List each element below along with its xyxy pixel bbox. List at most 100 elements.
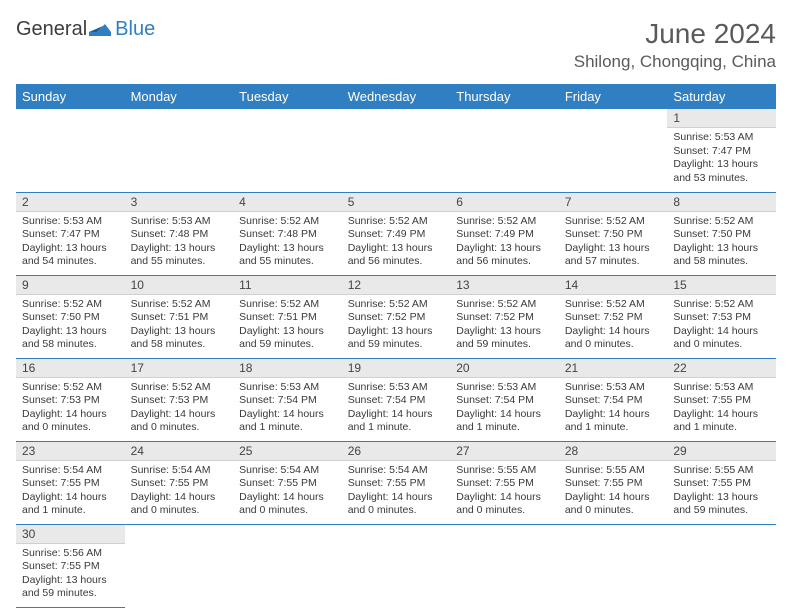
calendar-row: 23Sunrise: 5:54 AMSunset: 7:55 PMDayligh… — [16, 441, 776, 524]
day-details: Sunrise: 5:53 AMSunset: 7:54 PMDaylight:… — [450, 378, 559, 440]
day-number: 14 — [559, 276, 668, 295]
day-number: 13 — [450, 276, 559, 295]
calendar-cell: 8Sunrise: 5:52 AMSunset: 7:50 PMDaylight… — [667, 192, 776, 275]
calendar-cell: 7Sunrise: 5:52 AMSunset: 7:50 PMDaylight… — [559, 192, 668, 275]
calendar-cell: 2Sunrise: 5:53 AMSunset: 7:47 PMDaylight… — [16, 192, 125, 275]
day-details: Sunrise: 5:52 AMSunset: 7:53 PMDaylight:… — [667, 295, 776, 357]
header: General Blue June 2024 Shilong, Chongqin… — [16, 18, 776, 72]
day-details: Sunrise: 5:53 AMSunset: 7:55 PMDaylight:… — [667, 378, 776, 440]
calendar-table: Sunday Monday Tuesday Wednesday Thursday… — [16, 84, 776, 608]
day-number: 6 — [450, 193, 559, 212]
day-details: Sunrise: 5:53 AMSunset: 7:47 PMDaylight:… — [667, 128, 776, 190]
weekday-header: Friday — [559, 84, 668, 109]
logo-word1: General — [16, 18, 87, 41]
flag-icon — [89, 18, 111, 41]
day-details: Sunrise: 5:52 AMSunset: 7:52 PMDaylight:… — [450, 295, 559, 357]
calendar-cell: 9Sunrise: 5:52 AMSunset: 7:50 PMDaylight… — [16, 275, 125, 358]
day-number: 29 — [667, 442, 776, 461]
day-details: Sunrise: 5:53 AMSunset: 7:54 PMDaylight:… — [342, 378, 451, 440]
day-number: 20 — [450, 359, 559, 378]
day-number: 19 — [342, 359, 451, 378]
calendar-cell: 16Sunrise: 5:52 AMSunset: 7:53 PMDayligh… — [16, 358, 125, 441]
day-number: 18 — [233, 359, 342, 378]
calendar-cell-empty — [559, 109, 668, 192]
calendar-cell: 14Sunrise: 5:52 AMSunset: 7:52 PMDayligh… — [559, 275, 668, 358]
day-details: Sunrise: 5:55 AMSunset: 7:55 PMDaylight:… — [667, 461, 776, 523]
calendar-cell: 28Sunrise: 5:55 AMSunset: 7:55 PMDayligh… — [559, 441, 668, 524]
calendar-cell: 6Sunrise: 5:52 AMSunset: 7:49 PMDaylight… — [450, 192, 559, 275]
day-details: Sunrise: 5:55 AMSunset: 7:55 PMDaylight:… — [559, 461, 668, 523]
day-details: Sunrise: 5:55 AMSunset: 7:55 PMDaylight:… — [450, 461, 559, 523]
weekday-header: Saturday — [667, 84, 776, 109]
calendar-cell-empty — [16, 109, 125, 192]
day-details: Sunrise: 5:52 AMSunset: 7:52 PMDaylight:… — [559, 295, 668, 357]
location: Shilong, Chongqing, China — [574, 52, 776, 72]
day-number: 23 — [16, 442, 125, 461]
day-number: 7 — [559, 193, 668, 212]
day-details: Sunrise: 5:54 AMSunset: 7:55 PMDaylight:… — [16, 461, 125, 523]
day-number: 17 — [125, 359, 234, 378]
calendar-cell: 23Sunrise: 5:54 AMSunset: 7:55 PMDayligh… — [16, 441, 125, 524]
day-number: 2 — [16, 193, 125, 212]
day-details: Sunrise: 5:52 AMSunset: 7:53 PMDaylight:… — [16, 378, 125, 440]
day-number: 11 — [233, 276, 342, 295]
day-number: 8 — [667, 193, 776, 212]
day-details: Sunrise: 5:53 AMSunset: 7:54 PMDaylight:… — [233, 378, 342, 440]
day-details: Sunrise: 5:52 AMSunset: 7:51 PMDaylight:… — [125, 295, 234, 357]
calendar-cell: 1Sunrise: 5:53 AMSunset: 7:47 PMDaylight… — [667, 109, 776, 192]
calendar-cell-empty — [450, 524, 559, 607]
calendar-cell: 10Sunrise: 5:52 AMSunset: 7:51 PMDayligh… — [125, 275, 234, 358]
calendar-cell: 5Sunrise: 5:52 AMSunset: 7:49 PMDaylight… — [342, 192, 451, 275]
day-number: 22 — [667, 359, 776, 378]
calendar-row: 1Sunrise: 5:53 AMSunset: 7:47 PMDaylight… — [16, 109, 776, 192]
calendar-cell: 27Sunrise: 5:55 AMSunset: 7:55 PMDayligh… — [450, 441, 559, 524]
calendar-cell: 13Sunrise: 5:52 AMSunset: 7:52 PMDayligh… — [450, 275, 559, 358]
calendar-cell-empty — [233, 109, 342, 192]
calendar-cell-empty — [233, 524, 342, 607]
calendar-cell: 25Sunrise: 5:54 AMSunset: 7:55 PMDayligh… — [233, 441, 342, 524]
day-number: 12 — [342, 276, 451, 295]
day-details: Sunrise: 5:54 AMSunset: 7:55 PMDaylight:… — [125, 461, 234, 523]
day-number: 3 — [125, 193, 234, 212]
calendar-cell-empty — [450, 109, 559, 192]
calendar-cell-empty — [342, 524, 451, 607]
calendar-cell: 17Sunrise: 5:52 AMSunset: 7:53 PMDayligh… — [125, 358, 234, 441]
day-details: Sunrise: 5:52 AMSunset: 7:48 PMDaylight:… — [233, 212, 342, 274]
calendar-cell-empty — [667, 524, 776, 607]
weekday-header: Monday — [125, 84, 234, 109]
day-details: Sunrise: 5:56 AMSunset: 7:55 PMDaylight:… — [16, 544, 125, 606]
calendar-cell: 3Sunrise: 5:53 AMSunset: 7:48 PMDaylight… — [125, 192, 234, 275]
day-details: Sunrise: 5:53 AMSunset: 7:47 PMDaylight:… — [16, 212, 125, 274]
weekday-header: Tuesday — [233, 84, 342, 109]
weekday-header: Wednesday — [342, 84, 451, 109]
logo-word2: Blue — [115, 18, 155, 41]
calendar-row: 30Sunrise: 5:56 AMSunset: 7:55 PMDayligh… — [16, 524, 776, 607]
calendar-cell: 21Sunrise: 5:53 AMSunset: 7:54 PMDayligh… — [559, 358, 668, 441]
day-number: 10 — [125, 276, 234, 295]
calendar-cell: 12Sunrise: 5:52 AMSunset: 7:52 PMDayligh… — [342, 275, 451, 358]
day-number: 15 — [667, 276, 776, 295]
calendar-cell: 18Sunrise: 5:53 AMSunset: 7:54 PMDayligh… — [233, 358, 342, 441]
day-details: Sunrise: 5:52 AMSunset: 7:49 PMDaylight:… — [342, 212, 451, 274]
title-block: June 2024 Shilong, Chongqing, China — [574, 18, 776, 72]
day-details: Sunrise: 5:52 AMSunset: 7:50 PMDaylight:… — [16, 295, 125, 357]
calendar-cell: 4Sunrise: 5:52 AMSunset: 7:48 PMDaylight… — [233, 192, 342, 275]
day-details: Sunrise: 5:52 AMSunset: 7:49 PMDaylight:… — [450, 212, 559, 274]
calendar-row: 16Sunrise: 5:52 AMSunset: 7:53 PMDayligh… — [16, 358, 776, 441]
day-details: Sunrise: 5:52 AMSunset: 7:50 PMDaylight:… — [667, 212, 776, 274]
day-number: 27 — [450, 442, 559, 461]
day-number: 30 — [16, 525, 125, 544]
calendar-cell-empty — [559, 524, 668, 607]
day-details: Sunrise: 5:53 AMSunset: 7:54 PMDaylight:… — [559, 378, 668, 440]
calendar-cell: 11Sunrise: 5:52 AMSunset: 7:51 PMDayligh… — [233, 275, 342, 358]
weekday-header-row: Sunday Monday Tuesday Wednesday Thursday… — [16, 84, 776, 109]
day-details: Sunrise: 5:52 AMSunset: 7:50 PMDaylight:… — [559, 212, 668, 274]
calendar-row: 9Sunrise: 5:52 AMSunset: 7:50 PMDaylight… — [16, 275, 776, 358]
weekday-header: Thursday — [450, 84, 559, 109]
logo: General Blue — [16, 18, 155, 41]
calendar-cell: 15Sunrise: 5:52 AMSunset: 7:53 PMDayligh… — [667, 275, 776, 358]
calendar-cell: 22Sunrise: 5:53 AMSunset: 7:55 PMDayligh… — [667, 358, 776, 441]
day-number: 28 — [559, 442, 668, 461]
day-number: 26 — [342, 442, 451, 461]
day-number: 24 — [125, 442, 234, 461]
